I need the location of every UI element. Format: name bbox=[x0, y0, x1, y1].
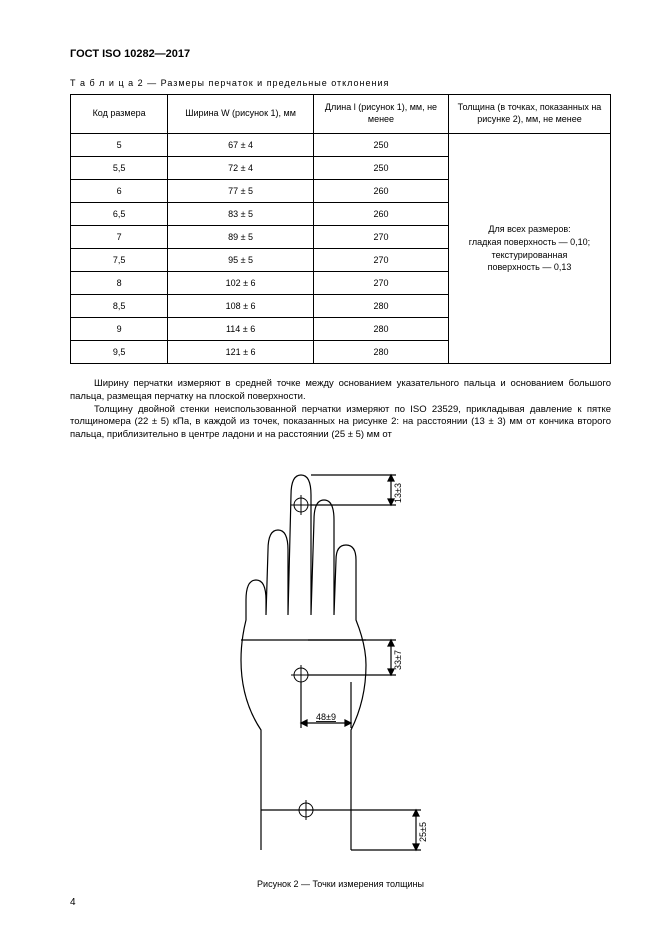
col-header-thickness: Толщина (в точках, показанных на рисунке… bbox=[448, 95, 610, 134]
figure-2: 13±3 33±7 48±9 25±5 Рисунок 2 — Точки из… bbox=[70, 450, 611, 889]
table-caption: Т а б л и ц а 2 — Размеры перчаток и пре… bbox=[70, 78, 611, 88]
svg-text:48±9: 48±9 bbox=[316, 712, 336, 722]
table-title: — Размеры перчаток и предельные отклонен… bbox=[144, 78, 390, 88]
svg-text:33±7: 33±7 bbox=[393, 650, 403, 670]
col-header-code: Код размера bbox=[71, 95, 168, 134]
svg-text:13±3: 13±3 bbox=[393, 483, 403, 503]
figure-caption: Рисунок 2 — Точки измерения толщины bbox=[70, 879, 611, 889]
page-number: 4 bbox=[70, 897, 76, 908]
col-header-width: Ширина W (рисунок 1), мм bbox=[168, 95, 314, 134]
table-body: 5 67 ± 4 250 Для всех размеров: гладкая … bbox=[71, 134, 611, 364]
thickness-merged-cell: Для всех размеров: гладкая поверхность —… bbox=[448, 134, 610, 364]
col-header-length: Длина l (рисунок 1), мм, не менее bbox=[313, 95, 448, 134]
paragraph-2: Толщину двойной стенки неиспользованной … bbox=[70, 404, 611, 442]
table-row: 5 67 ± 4 250 Для всех размеров: гладкая … bbox=[71, 134, 611, 157]
svg-text:25±5: 25±5 bbox=[418, 822, 428, 842]
paragraph-1: Ширину перчатки измеряют в средней точке… bbox=[70, 378, 611, 404]
glove-diagram-icon: 13±3 33±7 48±9 25±5 bbox=[186, 450, 496, 870]
standard-header: ГОСТ ISO 10282—2017 bbox=[70, 48, 611, 60]
dimensions-table: Код размера Ширина W (рисунок 1), мм Дли… bbox=[70, 94, 611, 364]
table-number: Т а б л и ц а 2 bbox=[70, 78, 144, 88]
